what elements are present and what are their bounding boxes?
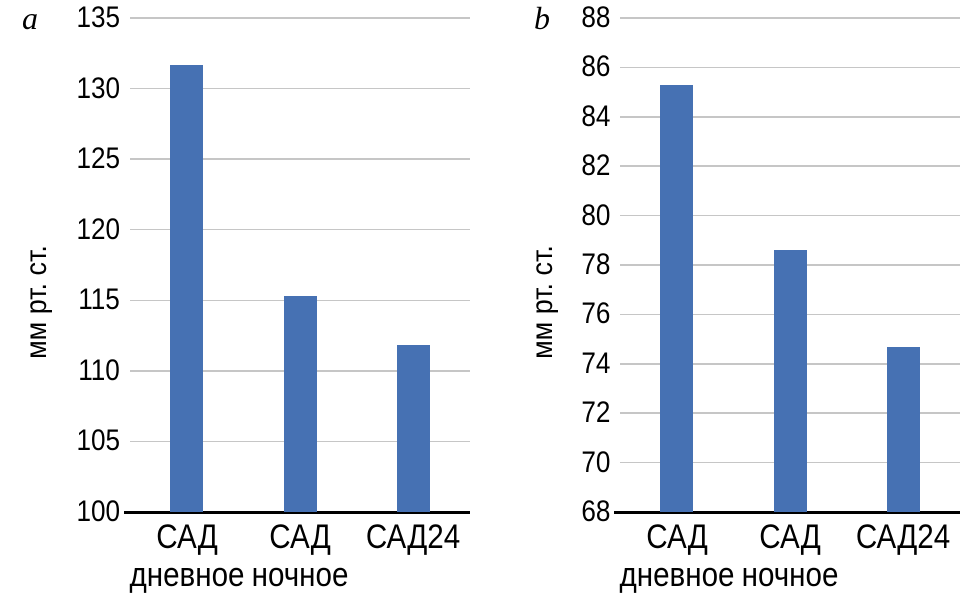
gridline [130,17,470,19]
y-tick-label: 115 [78,283,120,317]
y-axis-title: мм рт. ст. [20,245,53,359]
y-tick-label: 76 [580,297,610,331]
y-tick-label: 110 [78,353,120,387]
gridline [620,17,960,19]
y-tick-label: 82 [580,149,610,183]
y-tick-label: 105 [76,424,120,458]
gridline [130,87,470,90]
gridline [620,214,960,217]
y-tick-label: 72 [580,396,610,430]
bar [170,64,204,512]
y-tick-label: 100 [76,495,120,528]
y-tick-label: 120 [76,212,120,246]
bar [886,346,920,512]
panel-letter-b: b [534,0,550,36]
gridline [620,116,960,118]
bar [773,250,807,512]
y-tick-label: 70 [580,445,610,479]
y-tick-label: 130 [76,71,120,105]
x-category-label: САД ночное [741,518,839,594]
y-tick-label: 88 [580,1,610,34]
chart-panel-a: a мм рт. ст. 135 130 125 120 115 110 105 100 САД… [20,0,470,594]
x-axis-line [124,511,470,514]
y-tick-label: 80 [580,198,610,232]
x-category-label: САД ночное [251,518,349,594]
gridline [620,66,960,69]
gridline [130,228,470,231]
y-tick-label: 84 [580,99,610,133]
bar [396,345,430,512]
x-category-label: САД24 [856,518,951,556]
y-tick-label: 68 [580,495,610,528]
y-tick-label: 78 [580,248,610,281]
gridline [620,165,960,167]
bar [283,296,317,512]
x-category-label: САД24 [366,518,461,556]
chart-panel-b: b мм рт. ст. 88 86 84 82 80 78 76 74 72 70 68 САД дн… [490,0,980,600]
y-tick-label: 86 [580,50,610,84]
x-category-label: САД дневное [619,518,735,594]
panel-letter-a: a [22,0,38,36]
y-tick-label: 74 [580,346,610,380]
x-category-label: САД дневное [129,518,245,594]
y-tick-label: 125 [76,142,120,176]
y-tick-label: 135 [76,1,120,34]
bar [660,84,694,512]
x-axis-line [614,511,960,514]
y-axis-title: мм рт. ст. [526,245,559,359]
gridline [130,158,470,160]
